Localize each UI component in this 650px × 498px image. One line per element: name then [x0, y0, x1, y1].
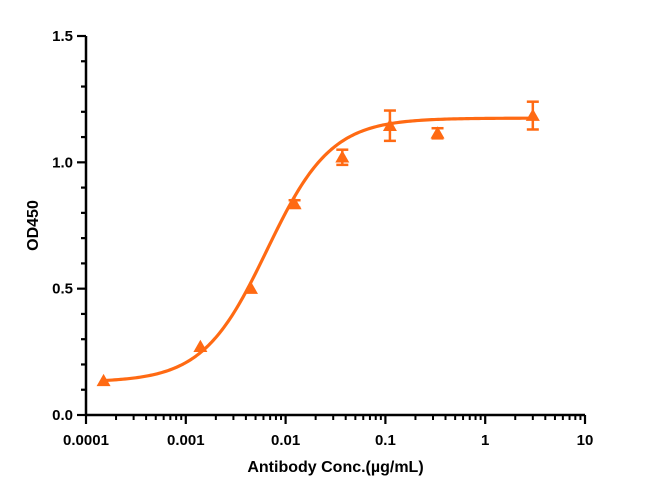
- data-points-layer: [96, 100, 540, 387]
- triangle-marker: [525, 108, 540, 121]
- data-point: [193, 339, 208, 353]
- data-point: [243, 281, 258, 294]
- y-tick-label: 0.0: [52, 407, 73, 424]
- data-point: [382, 109, 397, 143]
- y-tick-label: 1.5: [52, 28, 73, 45]
- x-tick-label: 1: [481, 432, 489, 449]
- x-tick-label: 0.01: [271, 432, 300, 449]
- data-point: [430, 126, 445, 140]
- data-point: [287, 197, 302, 210]
- triangle-marker: [193, 339, 208, 353]
- x-tick-label: 10: [577, 432, 594, 449]
- fit-curve: [103, 116, 533, 383]
- triangle-marker: [382, 118, 397, 131]
- triangle-marker: [335, 150, 350, 163]
- y-tick-label: 0.5: [52, 281, 73, 298]
- y-axis-title: OD450: [25, 200, 42, 251]
- x-tick-label: 0.0001: [63, 432, 109, 449]
- fit-curve-layer: [103, 116, 533, 383]
- triangle-marker: [243, 281, 258, 294]
- data-point: [335, 148, 350, 167]
- data-point: [96, 373, 111, 387]
- labels-layer: 0.0 0.5 1.0 1.5 0.0001 0.001 0.01 0.1 1 10 Antibod…: [25, 28, 593, 476]
- triangle-marker: [430, 126, 445, 139]
- triangle-marker: [287, 197, 302, 210]
- x-axis-title: Antibody Conc.(µg/mL): [247, 459, 423, 476]
- triangle-marker: [96, 373, 111, 387]
- data-point: [525, 100, 540, 131]
- axes: [77, 34, 587, 424]
- y-tick-label: 1.0: [52, 154, 73, 171]
- x-tick-label: 0.1: [375, 432, 396, 449]
- x-tick-label: 0.001: [167, 432, 205, 449]
